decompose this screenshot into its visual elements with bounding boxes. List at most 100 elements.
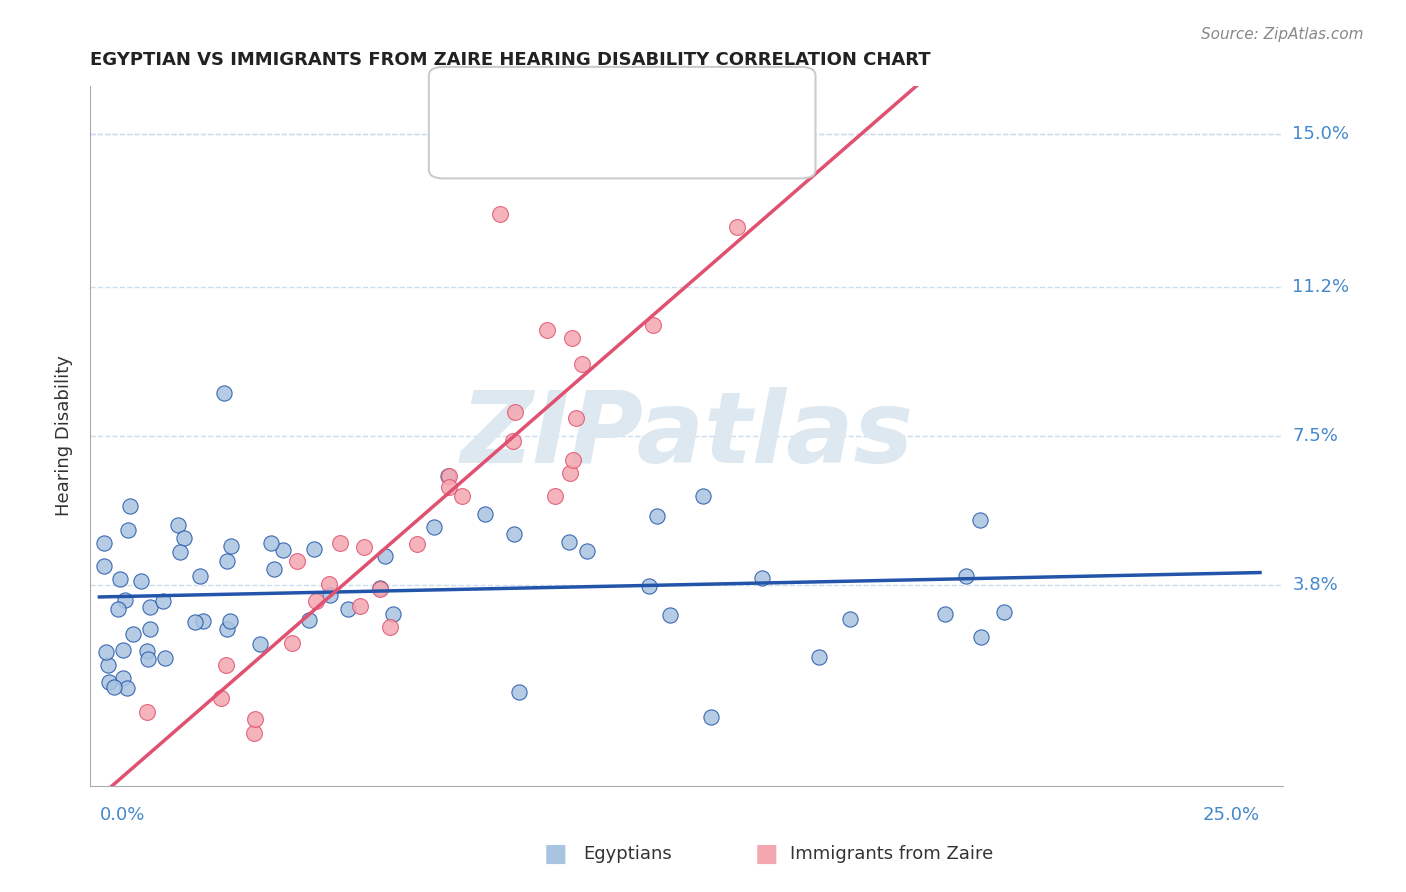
Point bbox=[502, 526, 524, 541]
Point bbox=[153, 650, 176, 665]
Point bbox=[112, 642, 135, 657]
Point bbox=[281, 635, 304, 649]
Point bbox=[214, 386, 236, 401]
Point bbox=[263, 562, 285, 576]
Point bbox=[934, 607, 956, 622]
Point bbox=[129, 574, 152, 588]
Point bbox=[93, 535, 115, 549]
Point bbox=[318, 589, 340, 603]
Point bbox=[139, 600, 162, 615]
Point bbox=[382, 607, 405, 621]
Point bbox=[692, 489, 714, 503]
Point bbox=[110, 572, 132, 586]
Text: EGYPTIAN VS IMMIGRANTS FROM ZAIRE HEARING DISABILITY CORRELATION CHART: EGYPTIAN VS IMMIGRANTS FROM ZAIRE HEARIN… bbox=[90, 51, 931, 69]
Point bbox=[188, 569, 211, 583]
Point bbox=[544, 489, 567, 503]
Point bbox=[117, 523, 139, 537]
Point bbox=[285, 554, 308, 568]
Text: ■: ■ bbox=[755, 842, 778, 865]
Point bbox=[218, 614, 240, 628]
Text: 3.8%: 3.8% bbox=[1292, 575, 1339, 593]
Point bbox=[489, 207, 512, 221]
Point bbox=[558, 535, 581, 549]
Point bbox=[645, 509, 668, 524]
Point bbox=[536, 323, 558, 337]
Text: R = -0.028   N = 59: R = -0.028 N = 59 bbox=[479, 92, 657, 110]
Text: 7.5%: 7.5% bbox=[1292, 426, 1339, 444]
Point bbox=[561, 452, 583, 467]
Point bbox=[955, 568, 977, 582]
Point bbox=[167, 518, 190, 533]
Text: Egyptians: Egyptians bbox=[583, 845, 672, 863]
Point bbox=[451, 489, 474, 503]
Point bbox=[304, 594, 326, 608]
Point bbox=[368, 582, 391, 596]
Point bbox=[565, 410, 588, 425]
Point bbox=[502, 434, 524, 449]
Point bbox=[97, 675, 120, 690]
Text: 11.2%: 11.2% bbox=[1292, 277, 1350, 296]
Point bbox=[209, 690, 232, 705]
Point bbox=[839, 612, 862, 626]
Text: ■: ■ bbox=[457, 130, 478, 150]
Point bbox=[571, 357, 593, 371]
Point bbox=[215, 622, 238, 636]
Point bbox=[114, 593, 136, 607]
Point bbox=[993, 605, 1015, 619]
Point bbox=[807, 650, 830, 665]
Point bbox=[436, 468, 458, 483]
Point bbox=[659, 608, 682, 623]
Point bbox=[117, 681, 139, 695]
Point bbox=[97, 657, 120, 672]
Point bbox=[329, 536, 352, 550]
Point bbox=[641, 318, 664, 332]
Point bbox=[243, 726, 266, 740]
Point bbox=[576, 544, 599, 558]
Point bbox=[439, 469, 461, 483]
Point bbox=[173, 531, 195, 545]
Point bbox=[751, 571, 773, 585]
Point bbox=[136, 706, 159, 720]
Point bbox=[243, 712, 266, 726]
Point bbox=[152, 594, 174, 608]
Point bbox=[353, 540, 375, 554]
Text: 0.0%: 0.0% bbox=[100, 805, 145, 824]
Point bbox=[337, 602, 360, 616]
Text: 25.0%: 25.0% bbox=[1204, 805, 1260, 824]
Point bbox=[405, 537, 427, 551]
Point bbox=[368, 582, 391, 596]
Point bbox=[93, 559, 115, 574]
Point bbox=[503, 405, 526, 419]
Point bbox=[508, 685, 530, 699]
Point bbox=[120, 500, 142, 514]
Point bbox=[136, 644, 159, 658]
Point bbox=[302, 541, 325, 556]
Point bbox=[970, 630, 993, 644]
Point bbox=[439, 480, 461, 494]
Text: Immigrants from Zaire: Immigrants from Zaire bbox=[790, 845, 994, 863]
Point bbox=[378, 620, 401, 634]
Text: 15.0%: 15.0% bbox=[1292, 125, 1350, 143]
Point bbox=[103, 680, 125, 694]
Point bbox=[422, 519, 444, 533]
Point bbox=[271, 542, 294, 557]
Text: ■: ■ bbox=[457, 91, 478, 111]
Point bbox=[219, 539, 242, 553]
Point bbox=[374, 549, 396, 563]
Point bbox=[561, 331, 583, 345]
Point bbox=[969, 513, 991, 527]
Point bbox=[214, 658, 236, 673]
Text: Source: ZipAtlas.com: Source: ZipAtlas.com bbox=[1201, 27, 1364, 42]
Point bbox=[349, 599, 371, 613]
Point bbox=[725, 219, 748, 234]
Text: Hearing Disability: Hearing Disability bbox=[55, 355, 73, 516]
Point bbox=[217, 554, 239, 568]
Point bbox=[297, 614, 319, 628]
Text: ZIPatlas: ZIPatlas bbox=[460, 387, 914, 484]
Point bbox=[121, 627, 143, 641]
Point bbox=[139, 622, 162, 636]
Point bbox=[191, 615, 214, 629]
Point bbox=[169, 545, 191, 559]
Text: ■: ■ bbox=[544, 842, 567, 865]
Text: R =  0.830   N = 30: R = 0.830 N = 30 bbox=[479, 131, 655, 149]
